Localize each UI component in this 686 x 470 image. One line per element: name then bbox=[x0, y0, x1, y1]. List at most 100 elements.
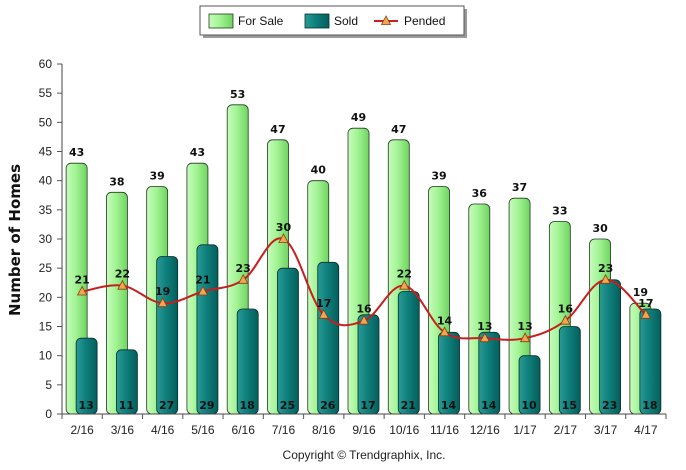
x-tick-label: 5/16 bbox=[191, 423, 215, 437]
for-sale-value-label: 53 bbox=[230, 88, 245, 101]
sold-value-label: 10 bbox=[521, 399, 537, 412]
x-axis-ticks: 2/16 3/16 4/16 5/16 6/16 7/16 8/16 9/16 10/16 11/… bbox=[61, 414, 667, 437]
sold-value-label: 17 bbox=[360, 399, 375, 412]
pended-value-label: 17 bbox=[316, 297, 331, 310]
pended-marker bbox=[117, 279, 128, 290]
pended-value-label: 16 bbox=[558, 303, 574, 316]
copyright-text: Copyright © Trendgraphix, Inc. bbox=[283, 448, 446, 462]
pended-value-label: 30 bbox=[276, 221, 292, 234]
sold-bar bbox=[599, 279, 621, 415]
axes bbox=[61, 64, 666, 415]
x-tick-label: 2/16 bbox=[70, 423, 94, 437]
pended-marker bbox=[439, 326, 450, 337]
for-sale-value-label: 47 bbox=[391, 123, 406, 136]
x-tick-label: 4/17 bbox=[634, 423, 658, 437]
y-tick-label: 5 bbox=[45, 378, 52, 392]
legend-label-for-sale: For Sale bbox=[238, 14, 284, 28]
x-tick-label: 8/16 bbox=[312, 423, 336, 437]
for-sale-value-label: 30 bbox=[592, 222, 608, 235]
sold-bar bbox=[277, 267, 299, 415]
y-axis-label: Number of Homes bbox=[6, 164, 24, 316]
y-axis-ticks: 0 5 10 15 20 25 30 35 40 45 50 55 60 bbox=[39, 57, 62, 421]
x-tick-label: 3/16 bbox=[111, 423, 135, 437]
pended-value-label: 16 bbox=[356, 303, 372, 316]
pended-value-label: 22 bbox=[397, 268, 412, 281]
y-tick-label: 15 bbox=[39, 320, 53, 334]
sold-value-label: 15 bbox=[562, 399, 577, 412]
pended-value-label: 22 bbox=[115, 268, 130, 281]
y-tick-label: 30 bbox=[39, 232, 53, 246]
pended-marker bbox=[479, 332, 490, 343]
y-tick-label: 10 bbox=[39, 349, 53, 363]
x-tick-label: 2/17 bbox=[554, 423, 578, 437]
for-sale-value-label: 33 bbox=[552, 205, 567, 218]
pended-value-label: 13 bbox=[477, 320, 492, 333]
sold-value-label: 14 bbox=[481, 399, 497, 412]
sold-value-label: 21 bbox=[401, 399, 416, 412]
legend-swatch-pended-marker bbox=[380, 15, 392, 25]
x-tick-label: 9/16 bbox=[352, 423, 376, 437]
sold-value-label: 18 bbox=[240, 399, 255, 412]
for-sale-value-label: 43 bbox=[190, 146, 205, 159]
x-tick-label: 10/16 bbox=[389, 423, 419, 437]
y-tick-label: 55 bbox=[39, 86, 53, 100]
pended-value-label: 17 bbox=[638, 297, 653, 310]
sold-value-label: 11 bbox=[119, 399, 134, 412]
for-sale-value-label: 49 bbox=[351, 111, 366, 124]
x-tick-label: 6/16 bbox=[232, 423, 256, 437]
for-sale-value-label: 37 bbox=[512, 181, 527, 194]
x-tick-label: 11/16 bbox=[430, 423, 459, 437]
legend-swatch-for-sale bbox=[208, 13, 234, 29]
sold-value-label: 23 bbox=[602, 399, 617, 412]
y-tick-label: 25 bbox=[39, 261, 53, 275]
data-labels: 43 13 21 38 11 22 39 27 19 43 29 21 53 18 23 47 25 30 40 26… bbox=[69, 88, 658, 412]
legend-items: For Sale Sold Pended bbox=[208, 13, 445, 29]
pended-marker bbox=[318, 308, 329, 319]
pended-marker bbox=[600, 273, 611, 284]
sold-value-label: 29 bbox=[199, 399, 214, 412]
sold-bar bbox=[397, 291, 420, 415]
legend-box bbox=[199, 5, 465, 36]
sold-value-label: 25 bbox=[280, 399, 295, 412]
pended-value-label: 23 bbox=[598, 262, 613, 275]
for-sale-value-label: 43 bbox=[69, 146, 84, 159]
pended-value-label: 21 bbox=[195, 274, 210, 287]
y-tick-label: 20 bbox=[39, 290, 53, 304]
for-sale-value-label: 36 bbox=[472, 187, 488, 200]
pended-value-label: 13 bbox=[517, 320, 532, 333]
pended-marker bbox=[519, 332, 531, 343]
pended-marker bbox=[157, 297, 168, 308]
y-tick-label: 50 bbox=[39, 115, 53, 129]
sold-value-label: 14 bbox=[441, 399, 457, 412]
for-sale-value-label: 40 bbox=[311, 164, 327, 177]
pended-marker bbox=[238, 273, 249, 284]
sold-value-label: 27 bbox=[159, 399, 174, 412]
pended-marker bbox=[76, 285, 88, 296]
for-sale-value-label: 39 bbox=[150, 170, 165, 183]
y-tick-label: 35 bbox=[39, 203, 53, 217]
pended-value-label: 14 bbox=[437, 314, 453, 327]
pended-marker bbox=[640, 308, 652, 319]
sold-value-label: 13 bbox=[78, 399, 93, 412]
legend-label-pended: Pended bbox=[404, 14, 445, 28]
pended-marker bbox=[197, 285, 209, 296]
y-tick-label: 0 bbox=[45, 407, 52, 421]
x-tick-label: 12/16 bbox=[470, 423, 500, 437]
legend-swatch-sold bbox=[304, 13, 330, 29]
pended-marker bbox=[399, 279, 410, 290]
legend: For Sale Sold Pended bbox=[199, 5, 467, 38]
pended-marker bbox=[560, 314, 571, 325]
x-tick-label: 7/16 bbox=[272, 423, 296, 437]
sold-bar bbox=[196, 244, 219, 415]
sold-bar bbox=[156, 256, 179, 415]
pended-value-label: 19 bbox=[155, 285, 170, 298]
for-sale-value-label: 38 bbox=[109, 175, 124, 188]
sold-value-label: 26 bbox=[320, 399, 336, 412]
pended-marker bbox=[358, 314, 370, 325]
sold-bar bbox=[317, 261, 340, 415]
x-tick-label: 3/17 bbox=[594, 423, 618, 437]
y-tick-label: 40 bbox=[39, 174, 53, 188]
x-tick-label: 4/16 bbox=[151, 423, 175, 437]
